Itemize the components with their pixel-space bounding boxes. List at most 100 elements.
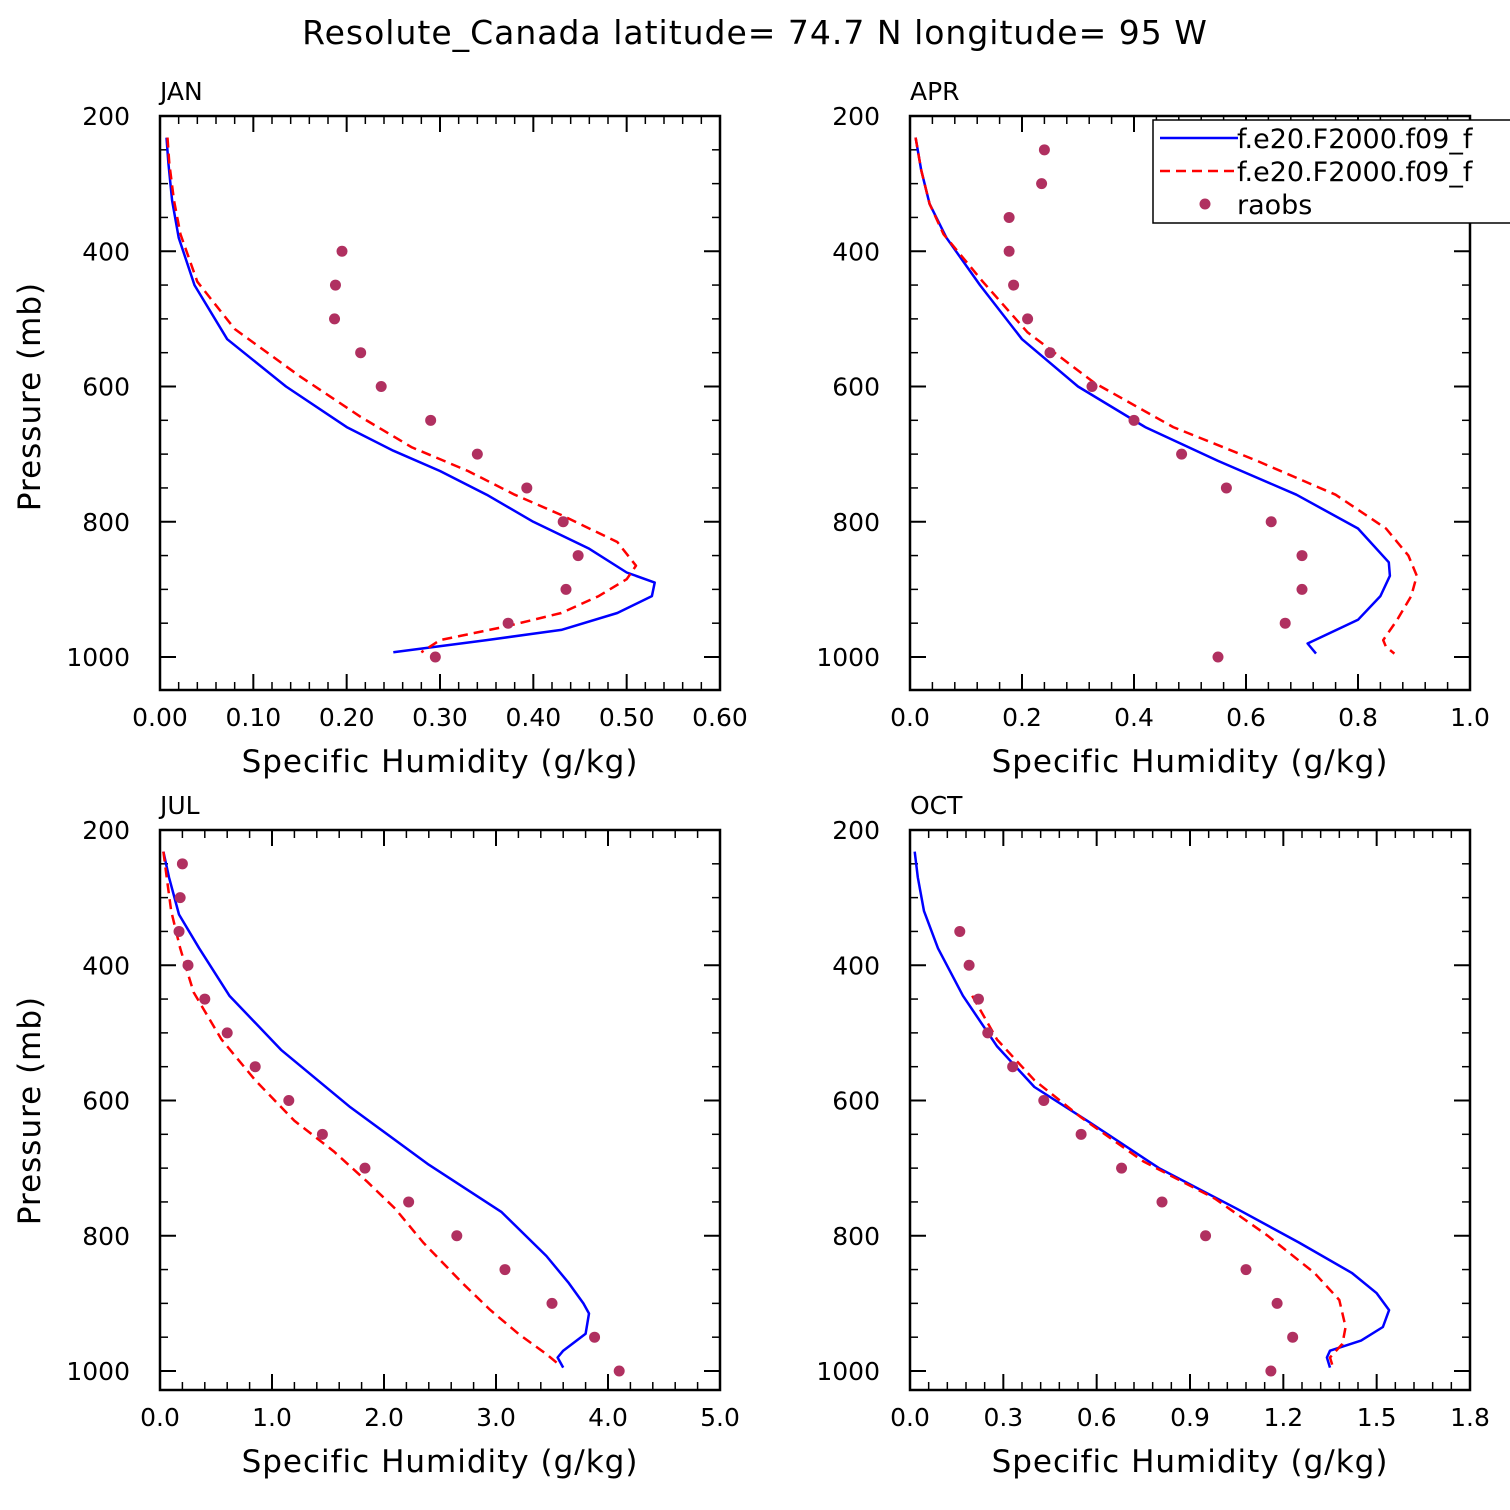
raobs-point xyxy=(329,279,341,291)
x-tick-label: 5.0 xyxy=(700,1403,740,1432)
y-tick-label: 800 xyxy=(82,508,130,537)
x-tick-label: 3.0 xyxy=(476,1403,516,1432)
y-tick-label: 1000 xyxy=(816,643,880,672)
x-tick-label: 1.2 xyxy=(1263,1403,1303,1432)
raobs-point xyxy=(502,617,514,629)
x-tick-label: 0.6 xyxy=(1226,703,1266,732)
raobs-point xyxy=(954,925,966,937)
raobs-point xyxy=(221,1027,233,1039)
model1-series-line xyxy=(914,137,1392,655)
raobs-point xyxy=(1265,516,1277,528)
model1-series-line xyxy=(913,851,1391,1368)
raobs-point xyxy=(1279,617,1291,629)
model2-series-line xyxy=(166,137,638,654)
model2-series-line xyxy=(914,137,1419,655)
raobs-point xyxy=(1008,279,1020,291)
x-tick-label: 1.8 xyxy=(1450,1403,1490,1432)
raobs-point xyxy=(1038,144,1050,156)
panel-label: APR xyxy=(910,77,960,106)
y-tick-label: 600 xyxy=(832,373,880,402)
y-tick-label: 800 xyxy=(82,1222,130,1251)
y-axis-label: Pressure (mb) xyxy=(12,996,48,1225)
y-tick-label: 600 xyxy=(832,1087,880,1116)
raobs-point xyxy=(1271,1297,1283,1309)
x-tick-label: 0.0 xyxy=(140,1403,180,1432)
raobs-point xyxy=(982,1027,994,1039)
raobs-point xyxy=(1212,651,1224,663)
chart-title: Resolute_Canada latitude= 74.7 N longitu… xyxy=(302,13,1208,52)
x-tick-label: 0.0 xyxy=(890,703,930,732)
y-tick-label: 1000 xyxy=(66,643,130,672)
panel-jul: JUL 0.0 1.0 2.0 3.0 4.0 5.0 200 400 600 800 1000 Spe… xyxy=(12,791,740,1480)
x-tick-label: 2.0 xyxy=(364,1403,404,1432)
raobs-point xyxy=(174,892,186,904)
y-tick-label: 1000 xyxy=(66,1357,130,1386)
raobs-point xyxy=(329,313,341,325)
x-tick-label: 0.3 xyxy=(983,1403,1023,1432)
y-tick-label: 600 xyxy=(82,373,130,402)
raobs-point xyxy=(336,245,348,257)
raobs-point xyxy=(546,1297,558,1309)
x-tick-label: 0.6 xyxy=(1077,1403,1117,1432)
raobs-point xyxy=(316,1128,328,1140)
raobs-point xyxy=(1200,1230,1212,1242)
raobs-point xyxy=(557,516,569,528)
x-tick-label: 0.50 xyxy=(599,703,655,732)
raobs-point xyxy=(1296,550,1308,562)
raobs-point xyxy=(521,482,533,494)
x-tick-label: 0.4 xyxy=(1114,703,1154,732)
panel-jan: JAN 0.00 0.10 0.20 0.30 0.40 0.50 0.60 200 400 600… xyxy=(12,77,748,780)
x-tick-label: 0.60 xyxy=(692,703,748,732)
y-tick-label: 200 xyxy=(832,816,880,845)
raobs-point xyxy=(1038,1095,1050,1106)
y-tick-label: 800 xyxy=(832,508,880,537)
raobs-point xyxy=(560,583,572,595)
raobs-point xyxy=(359,1162,371,1174)
y-tick-label: 200 xyxy=(82,102,130,131)
raobs-point xyxy=(429,651,441,663)
x-tick-label: 4.0 xyxy=(588,1403,628,1432)
model2-series-line xyxy=(162,851,562,1368)
model2-series-line xyxy=(971,995,1347,1368)
model1-series-line xyxy=(165,137,656,654)
x-tick-label: 0.40 xyxy=(505,703,561,732)
y-tick-label: 200 xyxy=(832,102,880,131)
raobs-point xyxy=(1075,1128,1087,1140)
raobs-point xyxy=(1003,245,1015,257)
raobs-point xyxy=(1036,178,1048,190)
x-tick-label: 0.00 xyxy=(132,703,188,732)
x-tick-label: 0.20 xyxy=(319,703,375,732)
raobs-point xyxy=(572,550,584,562)
panel-apr: APR 0.0 0.2 0.4 0.6 0.8 1.0 200 400 600 800 1000 Spe… xyxy=(816,77,1490,780)
plot-frame xyxy=(158,828,722,1392)
raobs-point xyxy=(1265,1365,1277,1377)
raobs-point xyxy=(182,959,194,971)
raobs-point xyxy=(249,1061,261,1073)
raobs-point xyxy=(963,959,975,971)
raobs-point xyxy=(972,993,984,1005)
raobs-point xyxy=(1220,482,1232,494)
raobs-point xyxy=(1116,1162,1128,1174)
y-tick-label: 800 xyxy=(832,1222,880,1251)
legend-dot-marker xyxy=(1199,198,1211,210)
legend-label: raobs xyxy=(1237,190,1312,221)
raobs-point xyxy=(375,381,387,392)
raobs-point xyxy=(1240,1264,1252,1276)
x-tick-label: 0.0 xyxy=(890,1403,930,1432)
raobs-point xyxy=(425,414,437,426)
raobs-point xyxy=(1086,381,1098,392)
panel-oct: OCT 0.0 0.3 0.6 0.9 1.2 1.5 1.8 200 400 600 800 1000… xyxy=(816,791,1490,1480)
y-tick-label: 400 xyxy=(82,951,130,980)
x-tick-label: 1.0 xyxy=(1450,703,1490,732)
raobs-point xyxy=(451,1230,463,1242)
x-tick-label: 0.8 xyxy=(1338,703,1378,732)
raobs-point xyxy=(499,1264,511,1276)
raobs-point xyxy=(403,1196,415,1208)
raobs-point xyxy=(1007,1061,1019,1073)
raobs-point xyxy=(173,925,185,937)
raobs-point xyxy=(1176,448,1188,460)
legend-label: f.e20.F2000.f09_f xyxy=(1237,157,1474,188)
raobs-point xyxy=(199,993,211,1005)
